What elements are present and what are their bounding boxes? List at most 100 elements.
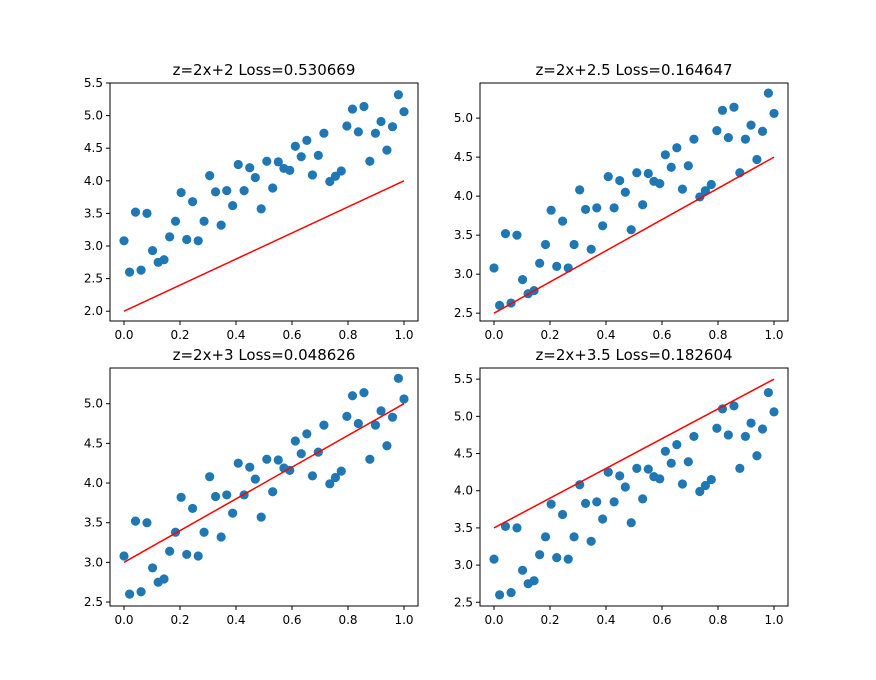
data-point <box>546 205 556 215</box>
data-point <box>552 553 562 563</box>
y-tick-label: 2.5 <box>454 306 473 320</box>
data-point <box>239 185 249 196</box>
data-point <box>130 516 141 526</box>
y-tick-label: 5.0 <box>84 109 103 123</box>
data-point <box>746 418 756 428</box>
data-point <box>256 512 266 522</box>
subplot-title: z=2x+3 Loss=0.048626 <box>173 346 356 364</box>
data-point <box>677 184 688 194</box>
data-point <box>569 532 579 542</box>
data-point <box>336 466 346 476</box>
data-point <box>142 518 152 528</box>
data-point <box>159 255 169 265</box>
fit-line <box>493 378 775 529</box>
data-point <box>365 454 375 464</box>
data-point <box>205 170 215 181</box>
data-point <box>382 441 392 451</box>
data-point <box>626 225 636 235</box>
data-point <box>142 208 152 219</box>
data-point <box>586 536 596 546</box>
data-point <box>512 523 522 533</box>
data-point <box>706 179 716 190</box>
data-point <box>763 387 774 398</box>
x-tick-label: 0.6 <box>652 328 671 342</box>
data-point <box>735 463 745 474</box>
y-tick-label: 3.5 <box>84 206 103 220</box>
data-point <box>182 234 192 245</box>
data-point <box>757 126 768 136</box>
data-point <box>677 479 688 489</box>
y-tick-label: 4.5 <box>84 436 103 450</box>
y-tick-label: 2.5 <box>84 595 103 609</box>
subplot-2: z=2x+2.5 Loss=0.164647 0.0 0.2 0.4 0.6 0.8 1.… <box>454 61 789 342</box>
data-point <box>342 121 352 131</box>
axes-frame <box>109 367 419 607</box>
data-point <box>387 412 398 422</box>
data-point <box>119 551 129 561</box>
y-tick-label: 2.0 <box>84 304 103 318</box>
data-point <box>615 471 625 481</box>
data-point <box>517 565 528 575</box>
data-point <box>517 275 528 285</box>
data-point <box>136 587 146 597</box>
data-point <box>609 497 619 507</box>
data-point <box>620 482 630 492</box>
data-point <box>598 221 608 231</box>
data-point <box>290 141 300 151</box>
data-point <box>740 134 751 144</box>
x-tick-label: 0.8 <box>708 613 727 627</box>
data-point <box>723 133 733 143</box>
data-point <box>125 589 135 599</box>
data-point <box>353 127 363 137</box>
subplot-title: z=2x+2.5 Loss=0.164647 <box>535 61 732 79</box>
data-point <box>752 154 762 165</box>
x-tick-label: 0.0 <box>484 328 503 342</box>
data-point <box>689 431 699 442</box>
y-tick-label: 2.5 <box>84 272 103 286</box>
data-point <box>769 108 779 119</box>
data-point <box>222 185 232 196</box>
data-point <box>575 480 585 490</box>
data-point <box>245 462 255 472</box>
data-point <box>159 574 169 584</box>
data-point <box>376 406 386 416</box>
axes-frame <box>479 367 789 607</box>
fit-line <box>123 180 405 312</box>
y-tick-label: 5.0 <box>454 111 473 125</box>
data-point <box>598 514 608 524</box>
data-point <box>130 207 141 217</box>
data-point <box>330 171 340 181</box>
x-tick-label: 1.0 <box>394 328 413 342</box>
data-point <box>723 430 733 440</box>
data-point <box>165 232 175 242</box>
data-point <box>729 102 739 112</box>
data-point <box>370 420 381 430</box>
data-point <box>632 168 642 178</box>
data-point <box>643 168 653 179</box>
x-tick-label: 0.6 <box>652 613 671 627</box>
data-point <box>529 576 539 586</box>
data-point <box>222 490 232 500</box>
data-point <box>250 172 260 183</box>
y-tick-label: 3.5 <box>454 521 473 535</box>
y-tick-label: 3.5 <box>454 228 473 242</box>
data-point <box>342 411 352 421</box>
subplot-4: z=2x+3.5 Loss=0.182604 0.0 0.2 0.4 0.6 0.8 1.… <box>454 346 789 627</box>
data-point <box>319 128 329 138</box>
data-point <box>193 551 203 561</box>
x-tick-label: 0.8 <box>338 613 357 627</box>
data-point <box>125 267 135 277</box>
data-point <box>512 230 522 240</box>
x-tick-label: 1.0 <box>764 328 783 342</box>
data-point <box>365 156 375 166</box>
data-point <box>330 472 340 483</box>
y-tick-label: 5.5 <box>454 372 473 386</box>
data-point <box>666 458 676 468</box>
data-point <box>165 546 175 556</box>
data-point <box>302 135 312 145</box>
data-point <box>643 464 653 474</box>
data-point <box>210 491 221 502</box>
data-point <box>256 204 266 214</box>
x-tick-label: 0.4 <box>226 328 245 342</box>
